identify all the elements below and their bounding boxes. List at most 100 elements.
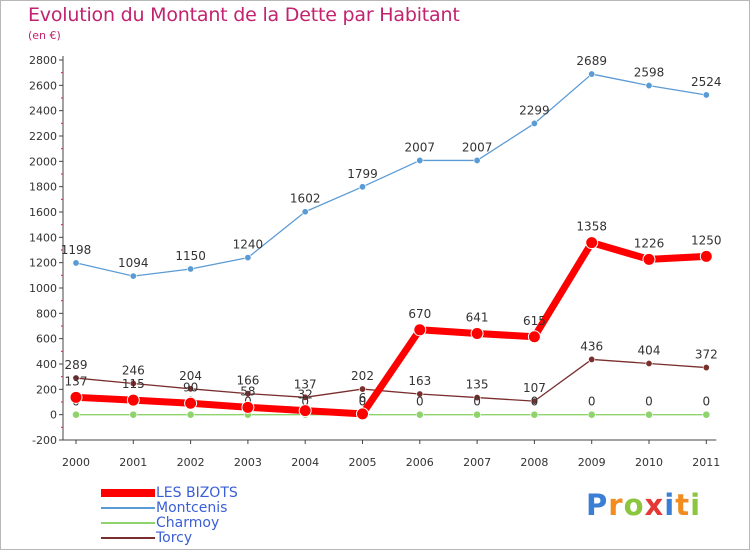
data-point (72, 410, 80, 419)
data-label: 1602 (290, 192, 321, 206)
data-point (699, 249, 713, 263)
data-point (298, 404, 312, 418)
x-tick-label: 2008 (520, 456, 548, 469)
data-label: 670 (408, 307, 431, 321)
legend-label: Montcenis (156, 500, 228, 516)
legend-label: LES BIZOTS (156, 485, 238, 501)
data-label: 135 (466, 378, 489, 392)
y-tick-label: 1200 (29, 257, 57, 270)
data-label: 2299 (519, 103, 550, 117)
legend-swatch (101, 507, 155, 509)
data-label: 2007 (405, 140, 436, 154)
logo-letter: r (608, 488, 624, 522)
data-point (702, 364, 710, 372)
data-label: 0 (645, 395, 653, 409)
legend-label: Charmoy (156, 515, 220, 531)
data-label: 1198 (61, 243, 92, 257)
data-point (416, 390, 424, 398)
data-point (72, 374, 80, 382)
data-label: 404 (638, 343, 661, 357)
legend-swatch (101, 489, 155, 497)
chart-title: Evolution du Montant de la Dette par Hab… (28, 4, 460, 26)
data-point (530, 410, 539, 419)
x-tick-label: 2004 (291, 456, 319, 469)
data-label: 436 (580, 339, 603, 353)
x-tick-label: 2006 (406, 456, 434, 469)
logo-letter: o (623, 488, 645, 522)
data-point (645, 359, 653, 367)
data-point (358, 183, 366, 191)
y-tick-label: 1600 (29, 206, 57, 219)
y-tick-label: 800 (36, 307, 57, 320)
data-point (356, 407, 369, 421)
legend-swatch (101, 522, 155, 524)
data-point (184, 396, 198, 410)
data-point (473, 394, 481, 402)
data-label: 0 (531, 395, 539, 409)
y-tick-label: 1000 (29, 282, 57, 295)
legend-label: Torcy (156, 530, 193, 546)
data-label: 1240 (233, 238, 264, 252)
data-point (642, 252, 656, 266)
x-tick-label: 2001 (119, 456, 147, 469)
y-tick-label: 2400 (29, 105, 57, 118)
data-label: 0 (588, 395, 596, 409)
data-label: 58 (240, 384, 255, 398)
data-point (126, 393, 140, 407)
chart-subtitle: (en €) (28, 29, 61, 42)
data-point (416, 156, 424, 164)
y-tick-label: 2200 (29, 130, 57, 143)
data-point (702, 91, 710, 99)
x-tick-label: 2010 (635, 456, 663, 469)
data-label: 32 (298, 388, 313, 402)
data-point (585, 236, 599, 250)
x-tick-label: 2003 (234, 456, 262, 469)
data-label: 2689 (576, 54, 607, 68)
data-label: 6 (359, 391, 367, 405)
data-label: 372 (695, 348, 718, 362)
data-point (530, 119, 538, 127)
data-point (413, 323, 427, 337)
y-tick-label: 1400 (29, 231, 57, 244)
data-label: 2598 (634, 66, 665, 80)
data-label: 137 (65, 374, 88, 388)
y-tick-label: 1800 (29, 181, 57, 194)
x-tick-label: 2005 (349, 456, 377, 469)
proxiti-logo: Proxiti (586, 488, 701, 522)
y-tick-label: 2600 (29, 79, 57, 92)
data-point (530, 397, 538, 405)
data-label: 0 (301, 395, 309, 409)
data-label: 615 (523, 314, 546, 328)
data-label: 0 (359, 395, 367, 409)
data-point (473, 156, 481, 164)
series-line-montcenis (75, 73, 707, 277)
y-tick-label: -200 (32, 434, 57, 447)
data-point (702, 410, 711, 419)
data-label: 246 (122, 364, 145, 378)
data-label: 166 (236, 374, 259, 388)
y-tick-label: 200 (36, 383, 57, 396)
data-point (301, 208, 309, 216)
data-point (129, 410, 138, 419)
data-point (241, 400, 255, 414)
data-point (187, 265, 195, 273)
data-point (129, 272, 137, 280)
x-tick-label: 2002 (177, 456, 205, 469)
data-label: 2007 (462, 140, 493, 154)
logo-letter: t (675, 488, 691, 522)
data-point (588, 355, 596, 363)
data-point (588, 70, 596, 78)
y-tick-label: 400 (36, 358, 57, 371)
data-label: 1226 (634, 236, 665, 250)
logo-letter: x (644, 488, 665, 522)
y-tick-label: 600 (36, 333, 57, 346)
logo-letter: i (664, 488, 676, 522)
data-label: 1358 (576, 220, 607, 234)
data-label: 289 (65, 358, 88, 372)
x-tick-label: 2011 (692, 456, 720, 469)
data-point (587, 410, 596, 419)
data-point (244, 254, 252, 262)
data-label: 137 (294, 377, 317, 391)
